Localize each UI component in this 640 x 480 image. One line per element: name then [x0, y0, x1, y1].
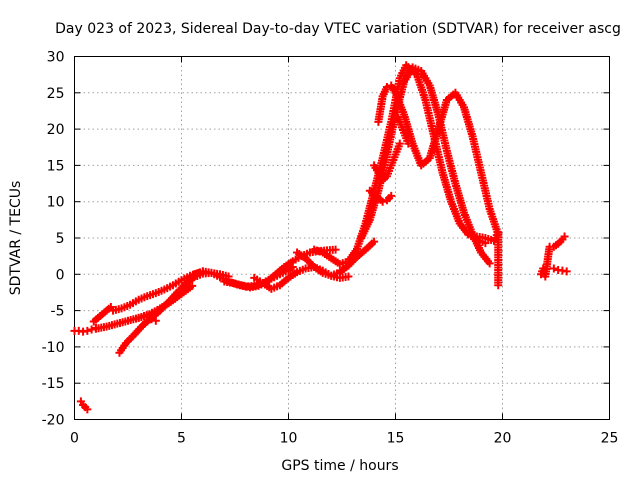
x-tick-label: 25 — [601, 431, 619, 447]
y-tick-label: 20 — [47, 122, 65, 138]
y-tick-label: 5 — [56, 231, 65, 247]
data-point — [404, 139, 413, 148]
y-tick-label: -10 — [42, 340, 65, 356]
x-tick-label: 20 — [494, 431, 512, 447]
series-track-r — [391, 110, 413, 148]
series-track-u — [549, 264, 571, 276]
data-point — [378, 197, 387, 206]
series-track-c — [89, 302, 115, 326]
y-tick-label: 15 — [47, 158, 65, 174]
data-point — [549, 264, 558, 273]
data-point — [331, 245, 340, 254]
data-point — [83, 326, 92, 335]
series-track-s — [464, 228, 503, 290]
x-axis-label: GPS time / hours — [281, 458, 398, 474]
data-point — [395, 139, 404, 148]
data-point — [151, 316, 160, 325]
y-tick-label: 0 — [56, 267, 65, 283]
data-point — [485, 259, 494, 268]
data-point — [494, 281, 503, 290]
y-tick-label: 25 — [47, 86, 65, 102]
data-point — [344, 272, 353, 281]
chart-title: Day 023 of 2023, Sidereal Day-to-day VTE… — [55, 21, 621, 37]
x-tick-label: 15 — [387, 431, 405, 447]
data-point — [147, 315, 156, 324]
y-tick-label: -15 — [42, 376, 65, 392]
series-track-q — [365, 186, 396, 206]
axis-ticks — [74, 56, 610, 420]
data-point — [188, 281, 197, 290]
series-track-p — [370, 139, 404, 184]
data-point — [370, 237, 379, 246]
y-tick-label: 30 — [47, 50, 65, 66]
series-track-h — [147, 315, 160, 325]
x-tick-label: 0 — [70, 431, 79, 447]
grid-lines — [74, 56, 610, 420]
y-tick-label: -5 — [51, 304, 65, 320]
data-point — [83, 405, 92, 414]
series-track-g — [134, 281, 197, 322]
y-axis-label: SDTVAR / TECUs — [8, 181, 24, 296]
y-tick-label: -20 — [42, 413, 65, 429]
data-point — [560, 232, 569, 241]
data-point — [387, 191, 396, 200]
data-point — [562, 267, 571, 276]
x-tick-labels: 0 5 10 15 20 25 — [70, 431, 618, 447]
series-track-t — [537, 232, 569, 281]
series-track-b — [76, 397, 92, 414]
x-tick-label: 5 — [177, 431, 186, 447]
y-tick-labels: -20 -15 -10 -5 0 5 10 15 20 25 30 — [42, 50, 65, 429]
y-tick-label: 10 — [47, 195, 65, 211]
x-tick-label: 10 — [280, 431, 298, 447]
series-track-a — [70, 324, 100, 336]
data-points — [70, 61, 571, 414]
